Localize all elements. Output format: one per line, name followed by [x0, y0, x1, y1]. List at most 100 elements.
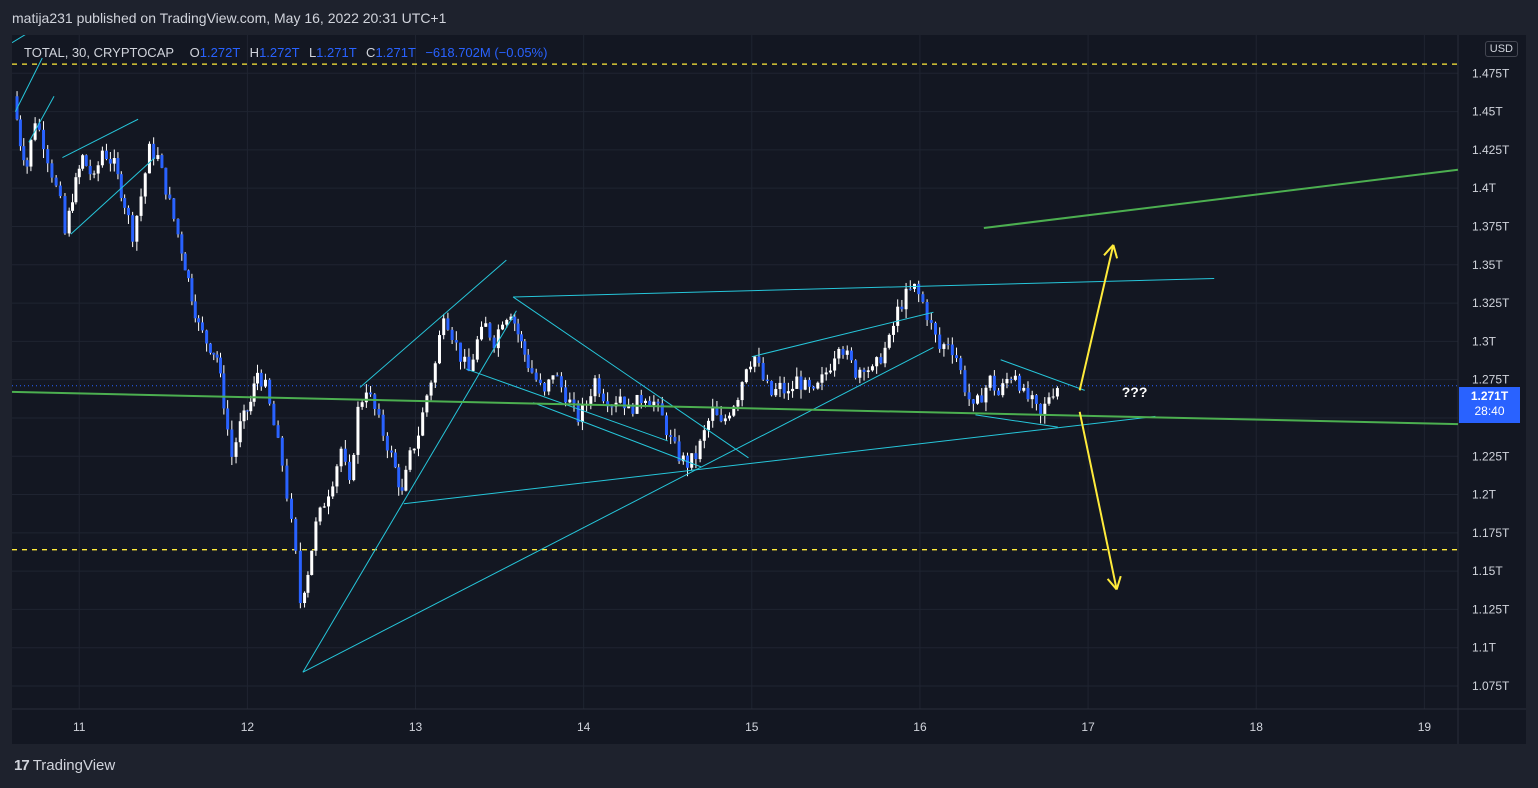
x-tick-label: 18	[1250, 720, 1264, 734]
y-tick-label: 1.3T	[1472, 334, 1497, 348]
candle-body	[322, 506, 326, 508]
candle-body	[222, 373, 226, 409]
candle-body	[925, 302, 929, 321]
candle-body	[782, 382, 786, 394]
candle-body	[318, 507, 322, 522]
y-tick-label: 1.425T	[1472, 143, 1510, 157]
candle-body	[339, 448, 343, 467]
question-annotation: ???	[1122, 384, 1148, 400]
candle-body	[652, 401, 656, 406]
candle-body	[744, 369, 748, 383]
candle-body	[131, 215, 135, 242]
candle-body	[88, 165, 92, 175]
current-price-label: 1.271T 28:40	[1459, 387, 1520, 423]
candle-body	[841, 348, 845, 355]
candle-body	[450, 329, 454, 341]
candle-body	[187, 270, 191, 279]
green-support-line	[12, 390, 1459, 426]
yellow-arrowhead	[1103, 244, 1115, 256]
candle-body	[54, 177, 58, 186]
candle-body	[698, 440, 702, 460]
tradingview-footer[interactable]: 17 TradingView	[14, 757, 115, 774]
candle-body	[761, 362, 765, 380]
candle-body	[314, 521, 318, 551]
candle-body	[837, 348, 841, 359]
candle-body	[534, 372, 538, 380]
candle-body	[484, 323, 488, 327]
candle-body	[1047, 397, 1051, 404]
candle-body	[454, 340, 458, 343]
candle-body	[373, 394, 377, 409]
candle-body	[255, 372, 259, 384]
trendline	[533, 402, 702, 468]
candle-body	[523, 341, 527, 355]
candle-body	[749, 366, 753, 370]
candle-body	[677, 441, 681, 462]
yellow-arrow	[1078, 244, 1115, 391]
candle-body	[160, 155, 164, 168]
candle-body	[343, 448, 347, 462]
candle-body	[732, 406, 736, 416]
candle-body	[576, 403, 580, 423]
candle-body	[791, 388, 795, 392]
price-chart[interactable]: 1.075T 1.1T 1.125T 1.15T 1.175T 1.2T 1.225T 1.2…	[12, 35, 1526, 744]
candle-body	[740, 382, 744, 401]
candle-body	[694, 453, 698, 460]
candle-body	[331, 486, 335, 497]
trendline	[12, 35, 26, 44]
symbol-title[interactable]: TOTAL, 30, CRYPTOCAP	[24, 45, 175, 60]
candle-body	[849, 350, 853, 361]
candle-body	[280, 437, 284, 466]
candle-countdown: 28:40	[1474, 404, 1505, 418]
x-tick-label: 15	[745, 720, 759, 734]
candle-body	[139, 196, 143, 216]
candle-body	[1039, 403, 1043, 416]
candle-body	[437, 335, 441, 364]
candle-body	[631, 404, 635, 414]
candle-body	[656, 401, 660, 404]
candle-body	[593, 378, 597, 397]
x-tick-label: 16	[913, 720, 927, 734]
candle-body	[669, 435, 673, 437]
candle-body	[74, 177, 78, 203]
candle-body	[833, 358, 837, 371]
candle-body	[601, 393, 605, 402]
candle-body	[971, 399, 975, 404]
candle-body	[917, 283, 921, 295]
high-value: 1.272T	[259, 45, 300, 60]
trendline	[359, 259, 507, 388]
x-tick-label: 13	[409, 720, 423, 734]
candle-body	[519, 334, 523, 342]
candle-body	[803, 379, 807, 390]
candle-body	[381, 414, 385, 436]
currency-button[interactable]: USD	[1484, 41, 1518, 57]
candle-body	[252, 383, 256, 402]
x-tick-label: 11	[73, 720, 86, 734]
candle-body	[543, 383, 547, 392]
y-tick-label: 1.45T	[1472, 105, 1503, 119]
trendline	[701, 347, 934, 468]
candle-body	[820, 374, 824, 383]
candle-body	[774, 389, 778, 396]
chart-area[interactable]: 1.075T 1.1T 1.125T 1.15T 1.175T 1.2T 1.225T 1.2…	[12, 35, 1526, 744]
candle-body	[215, 354, 219, 358]
candle-body	[707, 420, 711, 431]
candle-body	[660, 403, 664, 416]
candle-body	[799, 376, 803, 390]
candle-body	[1009, 378, 1013, 380]
candle-body	[385, 435, 389, 451]
candle-body	[530, 368, 534, 373]
candle-body	[858, 369, 862, 378]
candle-body	[463, 356, 467, 362]
candle-body	[845, 350, 849, 355]
candle-body	[770, 381, 774, 396]
candle-body	[757, 356, 761, 363]
trendline	[70, 157, 156, 235]
candle-body	[104, 150, 108, 160]
y-tick-label: 1.325T	[1472, 296, 1510, 310]
candle-body	[360, 402, 364, 407]
trendline	[403, 415, 1156, 505]
candle-body	[393, 452, 397, 468]
candle-body	[92, 173, 96, 175]
low-label: L	[308, 45, 317, 60]
